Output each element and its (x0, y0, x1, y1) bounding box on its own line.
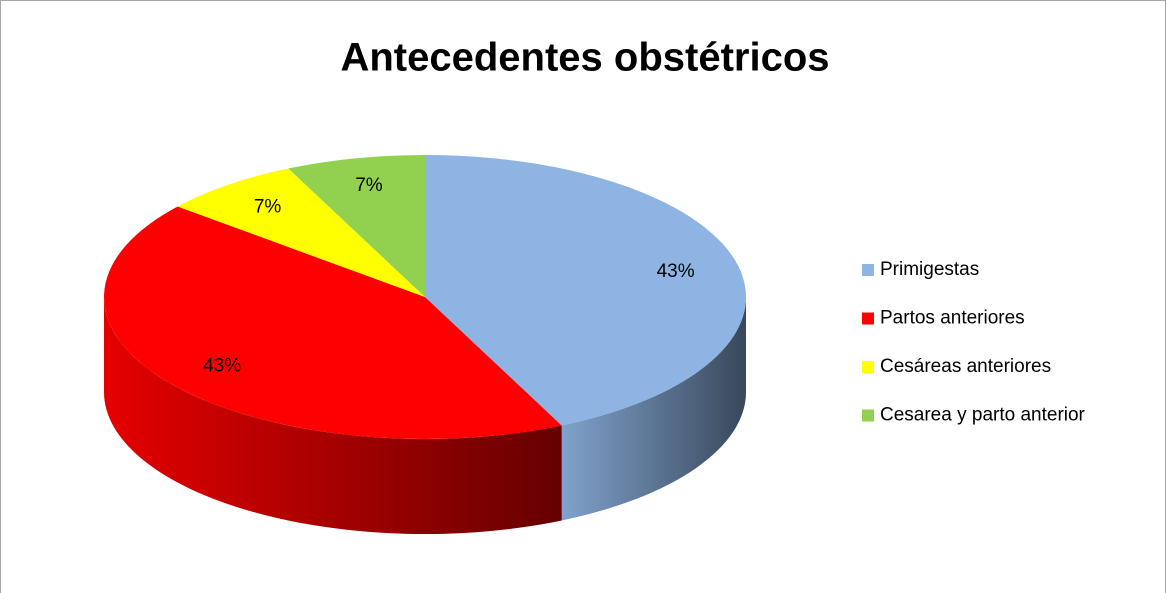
legend-swatch (862, 361, 874, 373)
legend-swatch (862, 264, 874, 276)
data-label: 43% (203, 356, 241, 377)
legend-swatch (862, 312, 874, 325)
data-label: 7% (355, 175, 383, 196)
slice (425, 155, 746, 426)
legend-label: Primigestas (880, 259, 979, 280)
slice (288, 155, 425, 297)
legend-label: Cesáreas anteriores (880, 356, 1051, 377)
slice-side-shade (561, 297, 746, 521)
slice-side-shade (104, 297, 562, 534)
legend-swatch (862, 409, 874, 422)
slice (177, 168, 425, 297)
legend-label: Cesarea y parto anterior (880, 405, 1086, 426)
slice (104, 206, 562, 439)
data-label: 7% (254, 196, 282, 217)
legend-label: Partos anteriores (880, 308, 1025, 329)
chart-title: Antecedentes obstétricos (340, 36, 829, 80)
data-label: 43% (657, 261, 695, 282)
